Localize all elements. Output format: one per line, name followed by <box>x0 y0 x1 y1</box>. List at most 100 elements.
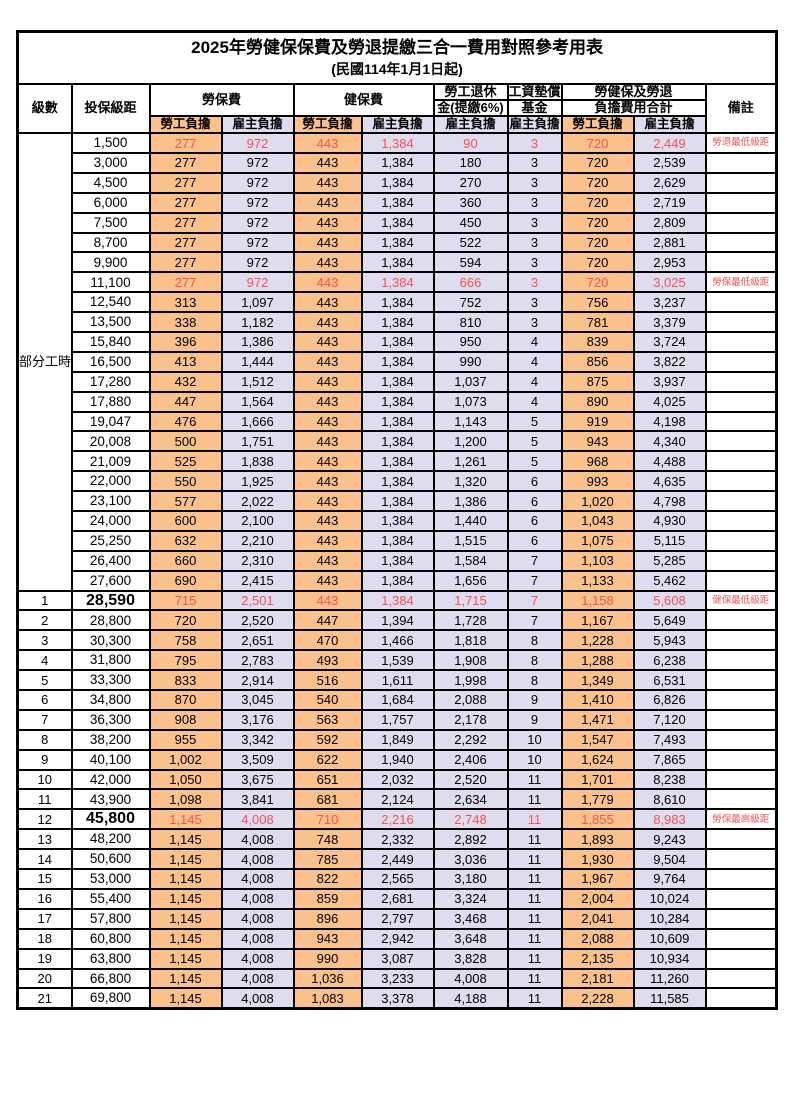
table-row: 13 48,200 1,145 4,008 748 2,332 2,892 11 1,893 9,… <box>16 828 778 851</box>
table-row: 14 50,600 1,145 4,008 785 2,449 3,036 11 1,930 9,… <box>16 848 778 871</box>
total-employer-cell: 9,504 <box>632 848 707 871</box>
labor-ins-worker-cell: 758 <box>148 629 223 652</box>
remark-cell: 勞退最低級距 <box>704 132 778 154</box>
labor-ins-employer-cell: 4,008 <box>220 808 295 831</box>
total-employer-cell: 3,822 <box>632 350 707 373</box>
wage-fund-employer-cell: 11 <box>506 947 563 970</box>
total-worker-cell: 2,181 <box>560 967 635 990</box>
col-header-total-line2: 負擔費用合計 <box>560 98 707 118</box>
labor-ins-employer-cell: 1,097 <box>220 291 295 314</box>
level-cell: 17 <box>16 907 73 930</box>
page-title: 2025年勞健保保費及勞退提繳三合一費用對照參考用表 <box>191 38 603 58</box>
total-worker-cell: 1,967 <box>560 868 635 890</box>
health-ins-employer-cell: 1,757 <box>360 708 435 731</box>
labor-ins-employer-cell: 972 <box>220 271 295 294</box>
health-ins-employer-cell: 1,384 <box>360 370 435 393</box>
pension-employer-cell: 1,998 <box>432 669 509 692</box>
bracket-cell: 40,100 <box>70 748 151 771</box>
wage-fund-employer-cell: 8 <box>506 669 563 692</box>
health-ins-employer-cell: 1,384 <box>360 311 435 333</box>
labor-ins-worker-cell: 1,145 <box>148 828 223 851</box>
bracket-cell: 12,540 <box>70 291 151 314</box>
labor-ins-worker-cell: 396 <box>148 331 223 353</box>
pension-employer-cell: 2,892 <box>432 828 509 851</box>
pension-employer-cell: 752 <box>432 291 509 314</box>
labor-ins-employer-cell: 4,008 <box>220 848 295 871</box>
labor-ins-worker-cell: 1,145 <box>148 868 223 890</box>
table-row: 17,880 447 1,564 443 1,384 1,073 4 890 4,025 <box>18 390 778 413</box>
table-row: 27,600 690 2,415 443 1,384 1,656 7 1,133 5,462 <box>18 569 778 592</box>
wage-fund-employer-cell: 3 <box>506 311 563 333</box>
pension-employer-cell: 990 <box>432 350 509 373</box>
total-worker-cell: 919 <box>560 410 635 433</box>
labor-ins-employer-cell: 4,008 <box>220 967 295 990</box>
total-worker-cell: 839 <box>560 331 635 353</box>
labor-ins-employer-cell: 3,675 <box>220 768 295 791</box>
labor-ins-worker-cell: 1,050 <box>148 768 223 791</box>
wage-fund-employer-cell: 3 <box>506 231 563 254</box>
wage-fund-employer-cell: 6 <box>506 529 563 552</box>
health-ins-worker-cell: 443 <box>292 549 363 572</box>
wage-fund-employer-cell: 5 <box>506 450 563 473</box>
labor-ins-worker-cell: 277 <box>148 211 223 234</box>
total-employer-cell: 8,983 <box>632 808 707 831</box>
total-worker-cell: 1,701 <box>560 768 635 791</box>
remark-cell <box>704 907 778 930</box>
wage-fund-employer-cell: 6 <box>506 470 563 493</box>
table-row: 11,100 277 972 443 1,384 666 3 720 3,025 勞保最低級距 <box>18 271 778 294</box>
labor-ins-worker-cell: 413 <box>148 350 223 373</box>
total-worker-cell: 720 <box>560 211 635 234</box>
bracket-cell: 28,800 <box>70 609 151 632</box>
level-cell: 13 <box>16 828 73 851</box>
total-worker-cell: 720 <box>560 251 635 274</box>
remark-cell <box>704 927 778 950</box>
subheader-labor-worker: 勞工負擔 <box>148 115 223 135</box>
col-header-wage-fund-line1: 工資墊償 <box>506 82 563 101</box>
wage-fund-employer-cell: 3 <box>506 191 563 214</box>
pension-employer-cell: 360 <box>432 191 509 214</box>
labor-ins-employer-cell: 2,651 <box>220 629 295 652</box>
health-ins-worker-cell: 1,036 <box>292 967 363 990</box>
bracket-cell: 21,009 <box>70 450 151 473</box>
bracket-cell: 4,500 <box>70 171 151 194</box>
total-worker-cell: 2,088 <box>560 927 635 950</box>
health-ins-employer-cell: 2,565 <box>360 868 435 890</box>
total-worker-cell: 781 <box>560 311 635 333</box>
bracket-cell: 45,800 <box>70 808 151 831</box>
health-ins-worker-cell: 470 <box>292 629 363 652</box>
total-employer-cell: 10,024 <box>632 887 707 910</box>
bracket-cell: 15,840 <box>70 331 151 353</box>
health-ins-employer-cell: 1,384 <box>360 191 435 214</box>
pension-employer-cell: 666 <box>432 271 509 294</box>
health-ins-worker-cell: 943 <box>292 927 363 950</box>
wage-fund-employer-cell: 4 <box>506 350 563 373</box>
total-worker-cell: 720 <box>560 171 635 194</box>
bracket-cell: 19,047 <box>70 410 151 433</box>
remark-cell <box>704 609 778 632</box>
col-header-total-line1: 勞健保及勞退 <box>560 82 707 101</box>
health-ins-worker-cell: 516 <box>292 669 363 692</box>
wage-fund-employer-cell: 11 <box>506 967 563 990</box>
col-header-bracket: 投保級距 <box>70 82 151 135</box>
labor-ins-worker-cell: 715 <box>148 589 223 612</box>
labor-ins-employer-cell: 4,008 <box>220 868 295 890</box>
total-employer-cell: 5,115 <box>632 529 707 552</box>
wage-fund-employer-cell: 7 <box>506 569 563 592</box>
table-row: 3 30,300 758 2,651 470 1,466 1,818 8 1,228 5,943 <box>16 629 778 652</box>
labor-ins-employer-cell: 4,008 <box>220 907 295 930</box>
pension-employer-cell: 90 <box>432 132 509 154</box>
health-ins-employer-cell: 1,384 <box>360 569 435 592</box>
health-ins-worker-cell: 622 <box>292 748 363 771</box>
remark-cell <box>704 171 778 194</box>
health-ins-worker-cell: 443 <box>292 470 363 493</box>
remark-cell <box>704 331 778 353</box>
total-worker-cell: 720 <box>560 271 635 294</box>
total-employer-cell: 11,260 <box>632 967 707 990</box>
wage-fund-employer-cell: 11 <box>506 828 563 851</box>
total-employer-cell: 10,609 <box>632 927 707 950</box>
health-ins-employer-cell: 1,384 <box>360 470 435 493</box>
labor-ins-worker-cell: 600 <box>148 510 223 532</box>
table-row: 7 36,300 908 3,176 563 1,757 2,178 9 1,471 7,120 <box>16 708 778 731</box>
pension-employer-cell: 3,324 <box>432 887 509 910</box>
bracket-cell: 34,800 <box>70 689 151 711</box>
